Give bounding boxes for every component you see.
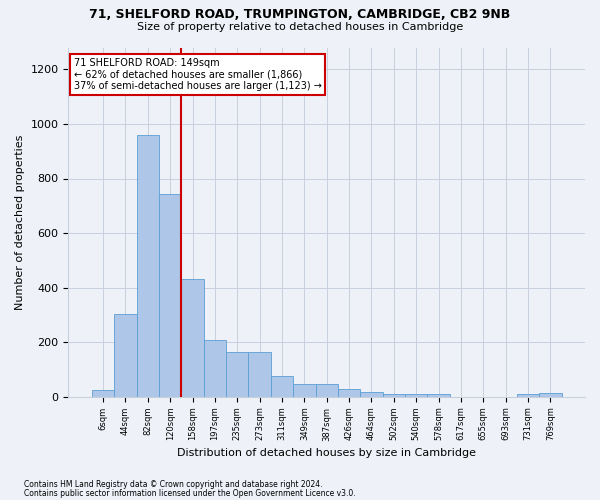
Bar [427,394,450,397]
Bar [316,384,338,397]
Bar [226,352,248,397]
Text: 71, SHELFORD ROAD, TRUMPINGTON, CAMBRIDGE, CB2 9NB: 71, SHELFORD ROAD, TRUMPINGTON, CAMBRIDG… [89,8,511,20]
Text: Contains public sector information licensed under the Open Government Licence v3: Contains public sector information licen… [24,488,356,498]
Bar [204,340,226,397]
Bar [181,280,204,397]
Bar [271,376,293,397]
Bar [293,384,316,397]
Text: Size of property relative to detached houses in Cambridge: Size of property relative to detached ho… [137,22,463,32]
Text: 71 SHELFORD ROAD: 149sqm
← 62% of detached houses are smaller (1,866)
37% of sem: 71 SHELFORD ROAD: 149sqm ← 62% of detach… [74,58,322,91]
Bar [360,392,383,397]
Bar [92,390,114,397]
X-axis label: Distribution of detached houses by size in Cambridge: Distribution of detached houses by size … [177,448,476,458]
Bar [338,388,360,397]
Bar [114,314,137,397]
Bar [137,135,159,397]
Y-axis label: Number of detached properties: Number of detached properties [15,134,25,310]
Bar [159,194,181,397]
Bar [539,392,562,397]
Text: Contains HM Land Registry data © Crown copyright and database right 2024.: Contains HM Land Registry data © Crown c… [24,480,323,489]
Bar [383,394,405,397]
Bar [248,352,271,397]
Bar [517,394,539,397]
Bar [405,394,427,397]
